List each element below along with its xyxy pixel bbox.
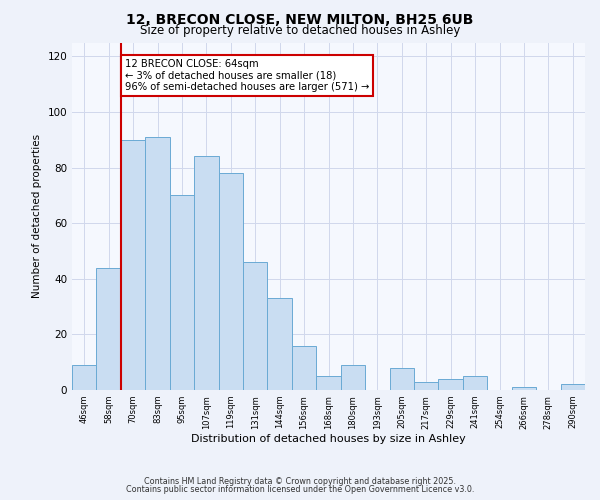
Text: Contains HM Land Registry data © Crown copyright and database right 2025.: Contains HM Land Registry data © Crown c… [144,477,456,486]
Text: 12 BRECON CLOSE: 64sqm
← 3% of detached houses are smaller (18)
96% of semi-deta: 12 BRECON CLOSE: 64sqm ← 3% of detached … [125,59,369,92]
Bar [316,376,341,390]
Bar [170,196,194,390]
Text: Contains public sector information licensed under the Open Government Licence v3: Contains public sector information licen… [126,485,474,494]
Bar [218,173,243,390]
Bar [439,379,463,390]
Bar [389,368,414,390]
Y-axis label: Number of detached properties: Number of detached properties [32,134,42,298]
Bar [268,298,292,390]
Bar [292,346,316,390]
Bar [72,365,97,390]
Bar [243,262,268,390]
Bar [512,387,536,390]
Text: Size of property relative to detached houses in Ashley: Size of property relative to detached ho… [140,24,460,37]
Bar [97,268,121,390]
Bar [121,140,145,390]
Bar [414,382,439,390]
Bar [341,365,365,390]
Bar [463,376,487,390]
Bar [560,384,585,390]
Bar [145,137,170,390]
X-axis label: Distribution of detached houses by size in Ashley: Distribution of detached houses by size … [191,434,466,444]
Text: 12, BRECON CLOSE, NEW MILTON, BH25 6UB: 12, BRECON CLOSE, NEW MILTON, BH25 6UB [127,12,473,26]
Bar [194,156,218,390]
